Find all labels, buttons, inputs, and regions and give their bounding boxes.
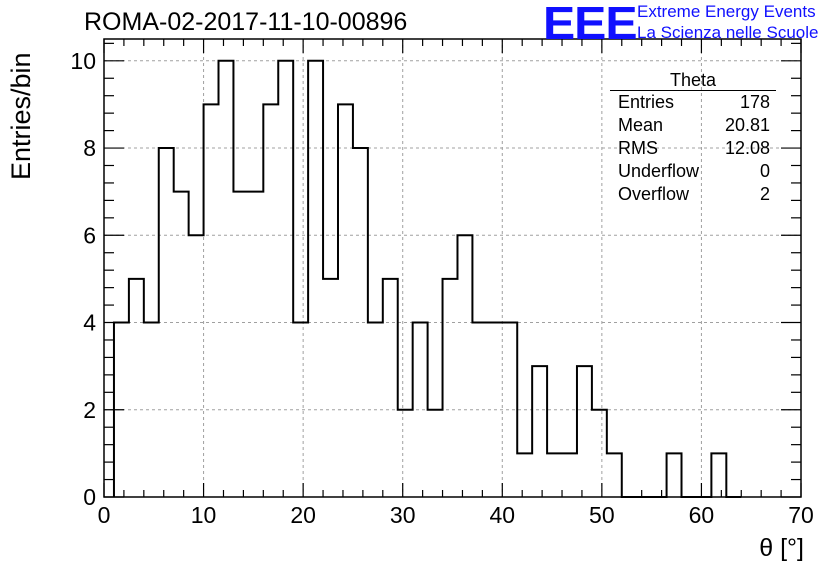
histogram-bin [338, 104, 353, 497]
histogram-bin [457, 235, 472, 497]
x-tick-label: 40 [489, 502, 515, 528]
histogram-bin [562, 453, 577, 497]
histogram-bin [711, 453, 726, 497]
stats-title: Theta [610, 70, 776, 91]
stats-row-mean: Mean 20.81 [610, 114, 776, 137]
y-tick-label: 0 [83, 484, 96, 510]
histogram-bin [219, 61, 234, 497]
x-tick-label: 30 [390, 502, 416, 528]
x-tick-label: 0 [98, 502, 111, 528]
y-axis-label: Entries/bin [6, 52, 36, 180]
histogram-bin [144, 323, 159, 497]
y-tick-label: 6 [83, 222, 96, 248]
stats-value: 0 [759, 161, 770, 181]
histogram-outline [112, 59, 742, 498]
histogram-bin [248, 192, 263, 497]
y-tick-label: 10 [70, 48, 96, 74]
histogram-bin [204, 104, 219, 497]
histogram-bin [129, 279, 144, 497]
stats-value: 2 [759, 184, 770, 204]
histogram-bin [263, 104, 278, 497]
histogram-bin [189, 235, 204, 497]
histogram-bin [472, 323, 487, 497]
histogram-bin [667, 453, 682, 497]
histogram-bin [308, 61, 323, 497]
x-axis-label: θ [°] [759, 534, 804, 562]
y-tick-label: 2 [83, 397, 96, 423]
y-tick-label: 8 [83, 135, 96, 161]
stats-value: 20.81 [724, 115, 770, 135]
eee-logo-line2: La Scienza nelle Scuole [637, 23, 819, 42]
histogram-bin [353, 148, 368, 497]
stats-label: Underflow [618, 161, 700, 181]
x-tick-label: 60 [689, 502, 715, 528]
stats-label: Entries [618, 92, 675, 112]
stats-box: Theta Entries 178 Mean 20.81 RMS 12.08 U… [610, 70, 776, 206]
histogram-bin [428, 410, 443, 497]
histogram-bin [532, 366, 547, 497]
histogram-bin [577, 366, 592, 497]
stats-row-underflow: Underflow 0 [610, 160, 776, 183]
histogram-bin [547, 453, 562, 497]
y-tick-label: 4 [83, 310, 96, 336]
histogram-bin [517, 453, 532, 497]
stats-row-overflow: Overflow 2 [610, 183, 776, 206]
histogram-bin [323, 279, 338, 497]
eee-logo-mark: EEE [543, 0, 638, 49]
histogram-bin [607, 453, 622, 497]
histogram-bin [114, 323, 129, 497]
histogram-bin [592, 410, 607, 497]
stats-value: 12.08 [724, 138, 770, 158]
stats-label: Overflow [618, 184, 690, 204]
histogram-bin [443, 279, 458, 497]
plot-title: ROMA-02-2017-11-10-00896 [84, 8, 408, 36]
stats-row-rms: RMS 12.08 [610, 137, 776, 160]
histogram-bin [502, 323, 517, 497]
eee-logo-line1: Extreme Energy Events [637, 2, 816, 21]
x-tick-label: 50 [589, 502, 615, 528]
histogram-bin [413, 323, 428, 497]
stats-label: Mean [618, 115, 664, 135]
histogram-bin [233, 192, 248, 497]
histogram-bin [487, 323, 502, 497]
histogram-bin [159, 148, 174, 497]
plot-frame [103, 38, 802, 498]
histogram-bin [383, 279, 398, 497]
x-tick-label: 20 [290, 502, 316, 528]
histogram-bin [278, 61, 293, 497]
histogram-bin [174, 192, 189, 497]
x-tick-label: 10 [191, 502, 217, 528]
stats-row-entries: Entries 178 [610, 91, 776, 114]
x-tick-label: 70 [788, 502, 814, 528]
histogram-bin [398, 410, 413, 497]
stats-label: RMS [618, 138, 658, 158]
histogram-bin [368, 323, 383, 497]
stats-value: 178 [739, 92, 770, 112]
histogram-bin [293, 323, 308, 497]
